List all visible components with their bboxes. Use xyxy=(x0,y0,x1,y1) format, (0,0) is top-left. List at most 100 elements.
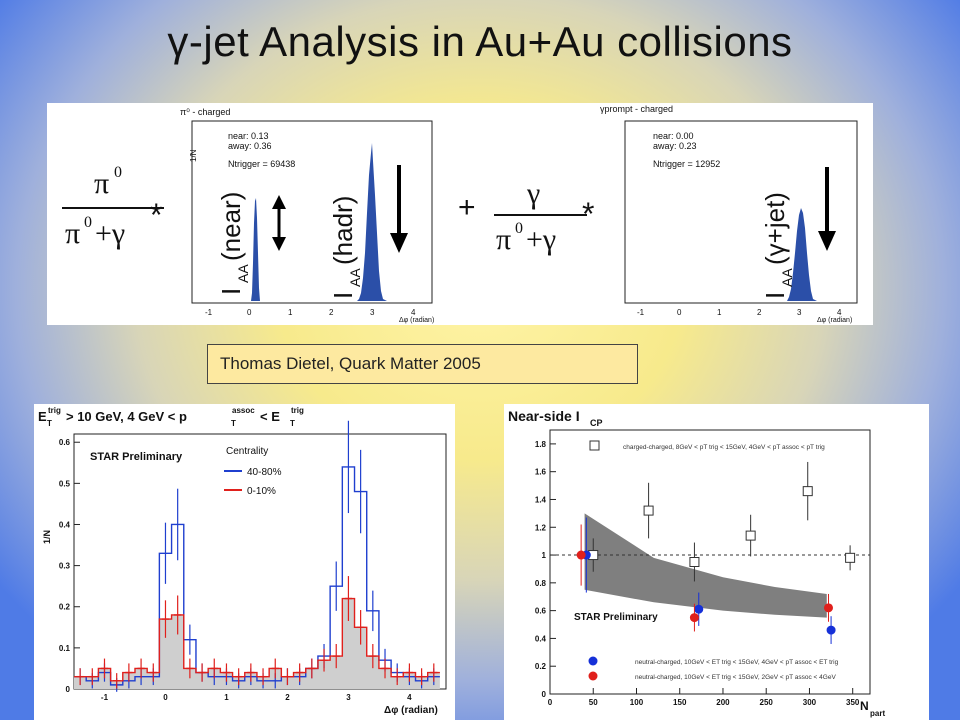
br-legend-item-1: neutral-charged, 10GeV < ET trig < 15GeV… xyxy=(635,659,839,666)
svg-text:trig: trig xyxy=(291,406,304,415)
br-ytick-label: 0.8 xyxy=(535,579,547,588)
br-point-open-square xyxy=(802,486,813,497)
histogram-pi0-charged: π⁰ - charged 1/N near: 0.13 away: 0.36 N… xyxy=(180,107,434,324)
hist2-xtick-5: 4 xyxy=(837,308,842,317)
fraction-gamma: γ π 0 +γ * xyxy=(494,177,594,256)
hist2-xtick-2: 1 xyxy=(717,308,722,317)
br-xlabel-sub: part xyxy=(870,709,885,718)
hist2-xtick-4: 3 xyxy=(797,308,802,317)
multiply-star-1: * xyxy=(150,197,162,233)
multiply-star-2: * xyxy=(582,196,594,232)
br-uncertainty-band xyxy=(584,513,827,618)
double-arrow-icon xyxy=(272,195,286,251)
svg-text:(γ+jet): (γ+jet) xyxy=(760,192,790,265)
bl-header: E T trig > 10 GeV, 4 GeV < p T assoc < E… xyxy=(38,406,304,428)
bl-ytick-label: 0.5 xyxy=(59,479,71,488)
br-xtick-label: 300 xyxy=(803,698,817,707)
bl-header-e: E xyxy=(38,409,47,424)
br-point-open-square xyxy=(745,530,756,541)
fraction2-den-pi: π xyxy=(496,223,511,256)
bl-star-preliminary: STAR Preliminary xyxy=(90,451,183,463)
br-point-circle xyxy=(826,625,836,635)
bl-plot-area: 0 0.1 0.2 0.3 0.4 0.5 0.6 -1 0 1 2 3 4 xyxy=(59,420,440,702)
hist1-ylabel: 1/N xyxy=(189,149,198,162)
hist1-xtick-4: 3 xyxy=(370,308,375,317)
br-legend-item-2: neutral-charged, 10GeV < ET trig < 15GeV… xyxy=(635,674,836,681)
svg-text:< E: < E xyxy=(260,409,280,424)
svg-text:I: I xyxy=(328,292,358,299)
bl-ytick-label: 0.2 xyxy=(59,603,71,612)
bl-xtick-label: 4 xyxy=(407,693,412,702)
bottom-right-chart-panel: Near-side I CP 0 0.2 0.4 0.6 0.8 1 1.2 1.4 1.6 1.… xyxy=(504,404,929,720)
hist2-xtick-3: 2 xyxy=(757,308,762,317)
svg-text:assoc: assoc xyxy=(232,406,255,415)
credit-box: Thomas Dietel, Quark Matter 2005 xyxy=(207,344,638,384)
bl-xtick-label: -1 xyxy=(101,693,109,702)
br-legend-marker-2 xyxy=(588,671,598,681)
br-point-circle xyxy=(823,603,833,613)
br-star-preliminary: STAR Preliminary xyxy=(574,612,658,623)
svg-text:(hadr): (hadr) xyxy=(328,196,358,265)
br-ytick-label: 0 xyxy=(542,690,547,699)
br-xtick-label: 250 xyxy=(760,698,774,707)
svg-text:T: T xyxy=(290,419,295,428)
fraction2-den-sup: 0 xyxy=(515,220,523,237)
bl-ytick-label: 0.4 xyxy=(59,520,71,529)
top-figure-panel: π 0 π 0 +γ * π⁰ - charged 1/N near: 0.13… xyxy=(47,103,873,325)
bl-ytick-label: 0.1 xyxy=(59,644,71,653)
bl-ytick-label: 0.6 xyxy=(59,438,71,447)
br-ytick-label: 1 xyxy=(542,551,547,560)
hist1-xtick-2: 1 xyxy=(288,308,293,317)
icp-scatter-chart: Near-side I CP 0 0.2 0.4 0.6 0.8 1 1.2 1.4 1.6 1.… xyxy=(508,408,885,718)
bl-series-line-0 xyxy=(74,466,440,686)
br-ytick-label: 1.8 xyxy=(535,440,547,449)
hist2-xlabel: Δφ (radian) xyxy=(817,317,852,324)
azimuthal-correlation-chart: E T trig > 10 GeV, 4 GeV < p T assoc < E… xyxy=(38,406,447,716)
hist1-xtick-1: 0 xyxy=(247,308,252,317)
svg-text:I: I xyxy=(216,288,246,295)
svg-text:(near): (near) xyxy=(216,192,246,261)
br-xlabel: N xyxy=(860,699,869,713)
plus-sign: + xyxy=(458,191,476,224)
hist2-ntrigger: Ntrigger = 12952 xyxy=(653,159,720,169)
down-arrow-icon xyxy=(390,165,408,253)
hist1-ntrigger: Ntrigger = 69438 xyxy=(228,159,295,169)
fraction-pi0: π 0 π 0 +γ * xyxy=(62,164,164,250)
fraction1-num-sup: 0 xyxy=(114,164,122,181)
br-frame xyxy=(549,429,871,695)
bl-xlabel: Δφ (radian) xyxy=(384,705,438,716)
br-point-circle xyxy=(576,550,586,560)
top-figure-svg: π 0 π 0 +γ * π⁰ - charged 1/N near: 0.13… xyxy=(62,104,858,324)
br-legend-marker-1 xyxy=(588,656,598,666)
svg-text:AA: AA xyxy=(347,268,363,287)
fraction1-den-pi: π xyxy=(65,217,80,250)
br-title: Near-side I xyxy=(508,408,580,424)
svg-text:T: T xyxy=(47,419,52,428)
svg-text:I: I xyxy=(760,292,790,299)
hist1-title: π⁰ - charged xyxy=(180,107,230,117)
histogram-gamma-charged: γprompt - charged near: 0.00 away: 0.23 … xyxy=(600,104,858,324)
br-ytick-label: 1.4 xyxy=(535,495,547,504)
bl-ytick-label: 0.3 xyxy=(59,562,71,571)
svg-text:AA: AA xyxy=(779,268,795,287)
br-ytick-label: 0.6 xyxy=(535,607,547,616)
iaa-hadr-label: I AA (hadr) xyxy=(328,196,363,299)
svg-text:> 10 GeV, 4 GeV < p: > 10 GeV, 4 GeV < p xyxy=(66,409,187,424)
svg-text:AA: AA xyxy=(235,264,251,283)
bl-xtick-label: 3 xyxy=(346,693,351,702)
br-xtick-label: 0 xyxy=(548,698,553,707)
br-xtick-label: 350 xyxy=(846,698,860,707)
hist1-near: near: 0.13 xyxy=(228,131,269,141)
iaa-gamma-label: I AA (γ+jet) xyxy=(760,192,795,299)
bl-xtick-label: 0 xyxy=(163,693,168,702)
hist1-xlabel: Δφ (radian) xyxy=(399,317,434,324)
hist1-xtick-0: -1 xyxy=(205,308,213,317)
br-point-circle xyxy=(694,604,704,614)
bottom-left-chart-panel: E T trig > 10 GeV, 4 GeV < p T assoc < E… xyxy=(34,404,455,720)
bl-xtick-label: 2 xyxy=(285,693,290,702)
br-ytick-label: 1.6 xyxy=(535,468,547,477)
br-ytick-label: 1.2 xyxy=(535,523,547,532)
fraction1-numerator: π xyxy=(94,167,109,200)
bl-legend-item-0: 40-80% xyxy=(247,467,282,478)
hist2-title: γprompt - charged xyxy=(600,104,673,114)
